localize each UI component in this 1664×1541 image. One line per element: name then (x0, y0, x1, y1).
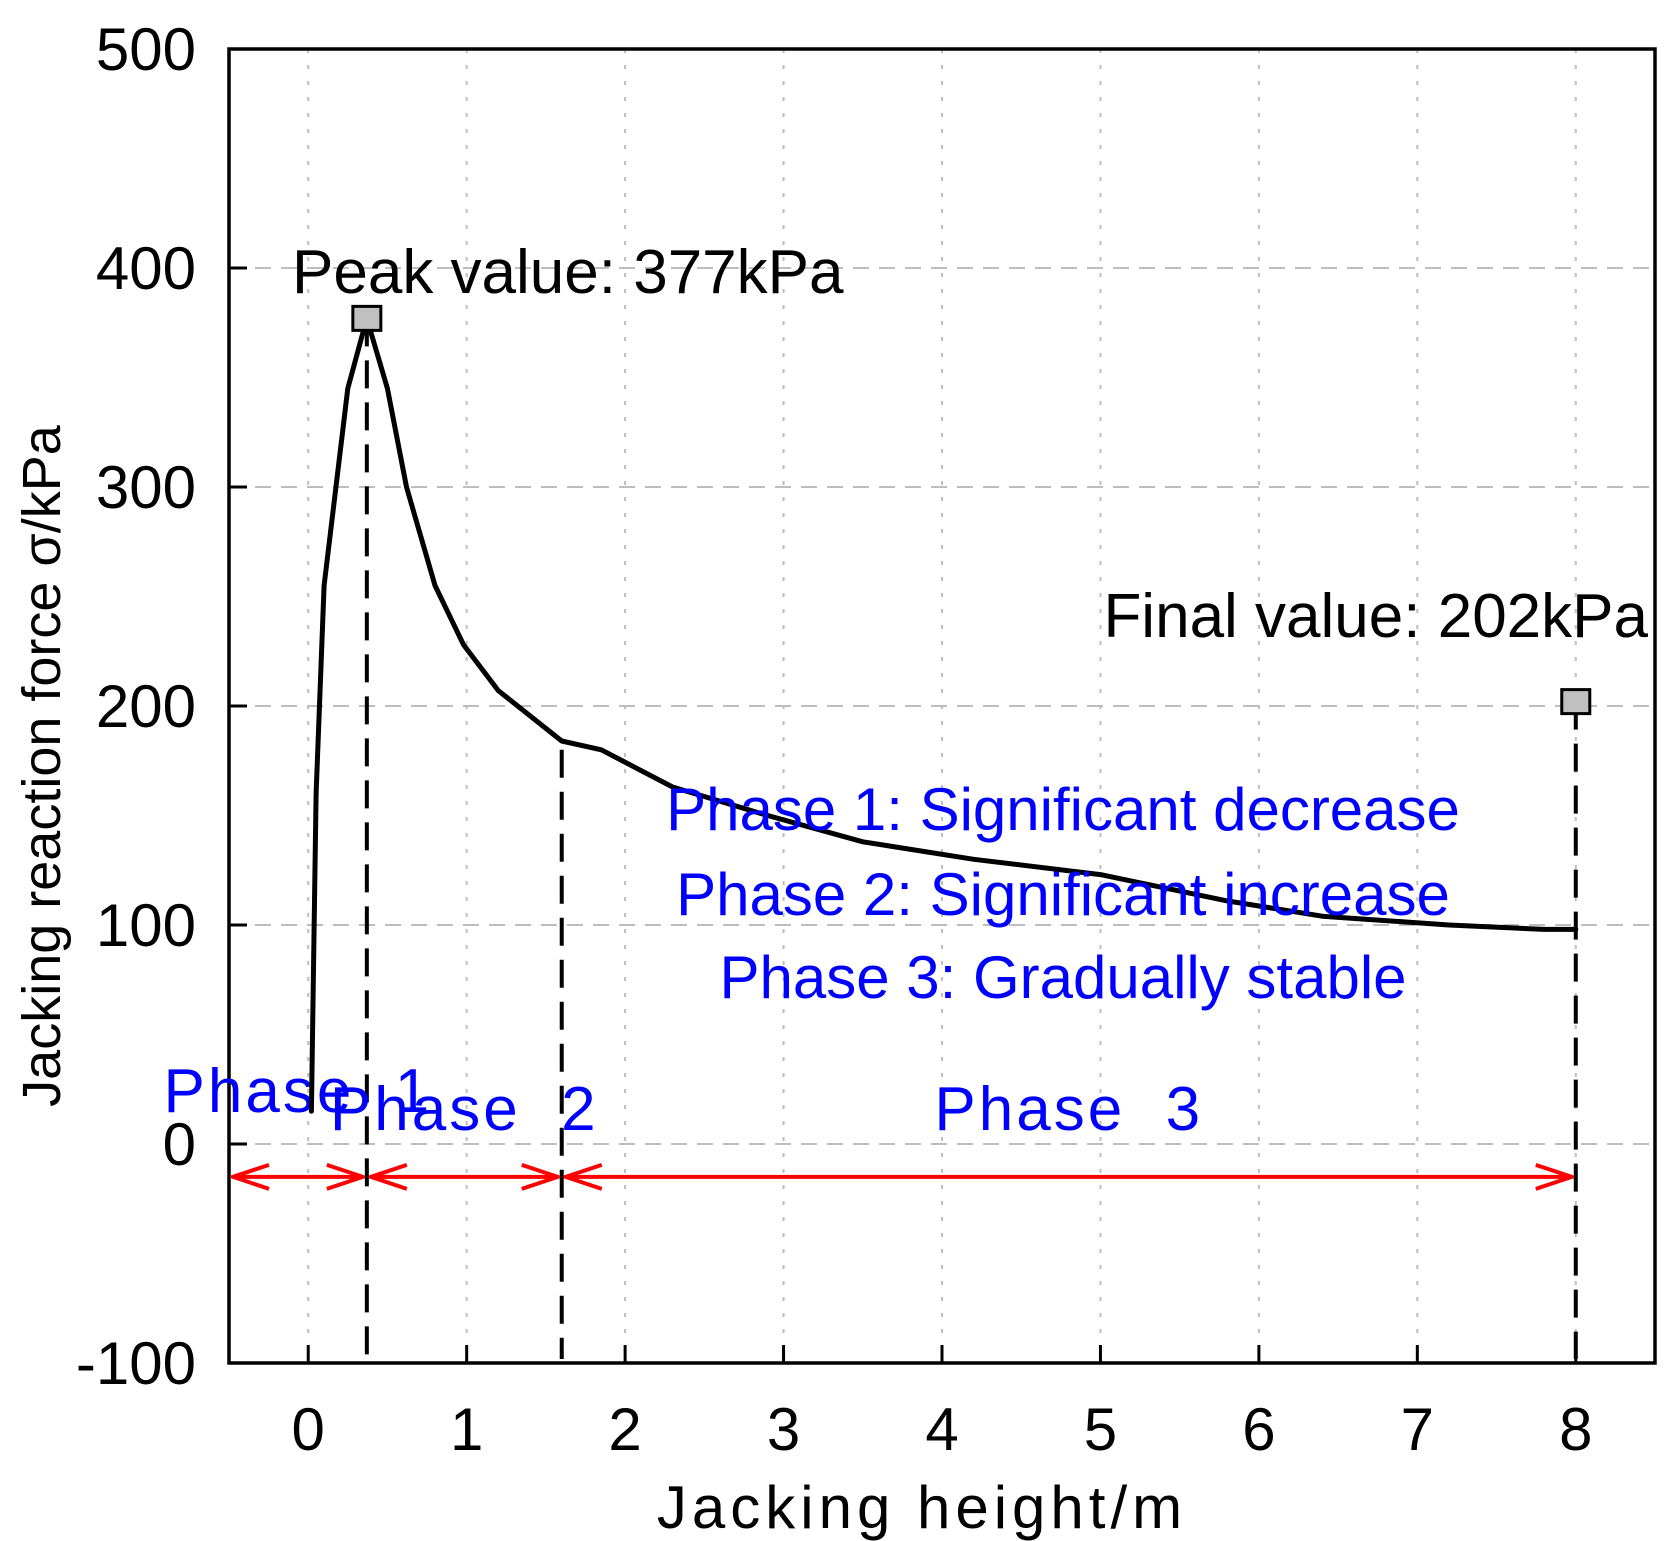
x-tick-label: 5 (1084, 1396, 1117, 1463)
y-tick-label: 500 (96, 16, 196, 83)
x-tick-label: 2 (608, 1396, 641, 1463)
y-tick-label: -100 (76, 1330, 196, 1397)
x-tick-label: 1 (450, 1396, 483, 1463)
phase-label: Phase 1 (164, 1057, 433, 1126)
annotation-phase-2: Phase 2: Significant increase (676, 861, 1450, 928)
x-tick-label: 0 (292, 1396, 325, 1463)
phase-label: Phase 2 (330, 1075, 599, 1144)
phase-label: Phase 3 (934, 1075, 1203, 1144)
y-tick-label: 0 (163, 1111, 196, 1178)
annotation-phase-3: Phase 3: Gradually stable (719, 944, 1406, 1011)
data-marker (351, 304, 383, 332)
axis-ticks: 0 1 2 3 4 5 6 7 8 -100 0 100 200 300 400 500 (76, 16, 1593, 1463)
x-tick-label: 4 (925, 1396, 958, 1463)
y-tick-label: 300 (96, 454, 196, 521)
y-tick-label: 400 (96, 235, 196, 302)
y-tick-label: 100 (96, 892, 196, 959)
data-marker (1560, 688, 1592, 716)
x-axis-label: Jacking height/m (657, 1474, 1187, 1541)
x-tick-label: 8 (1559, 1396, 1592, 1463)
marker-label: Peak value: 377kPa (292, 238, 844, 307)
marker-label: Final value: 202kPa (1103, 582, 1648, 651)
annotation-phase-1: Phase 1: Significant decrease (666, 776, 1460, 843)
y-tick-label: 200 (96, 673, 196, 740)
series-line (308, 315, 1579, 1114)
x-tick-label: 7 (1401, 1396, 1434, 1463)
y-axis-label: Jacking reaction force σ/kPa (12, 424, 72, 1107)
x-tick-label: 3 (767, 1396, 800, 1463)
labels: Jacking height/m Jacking reaction force … (12, 424, 1460, 1541)
x-tick-label: 6 (1242, 1396, 1275, 1463)
series: Peak value: 377kPa Final value: 202kPa (292, 238, 1649, 1114)
